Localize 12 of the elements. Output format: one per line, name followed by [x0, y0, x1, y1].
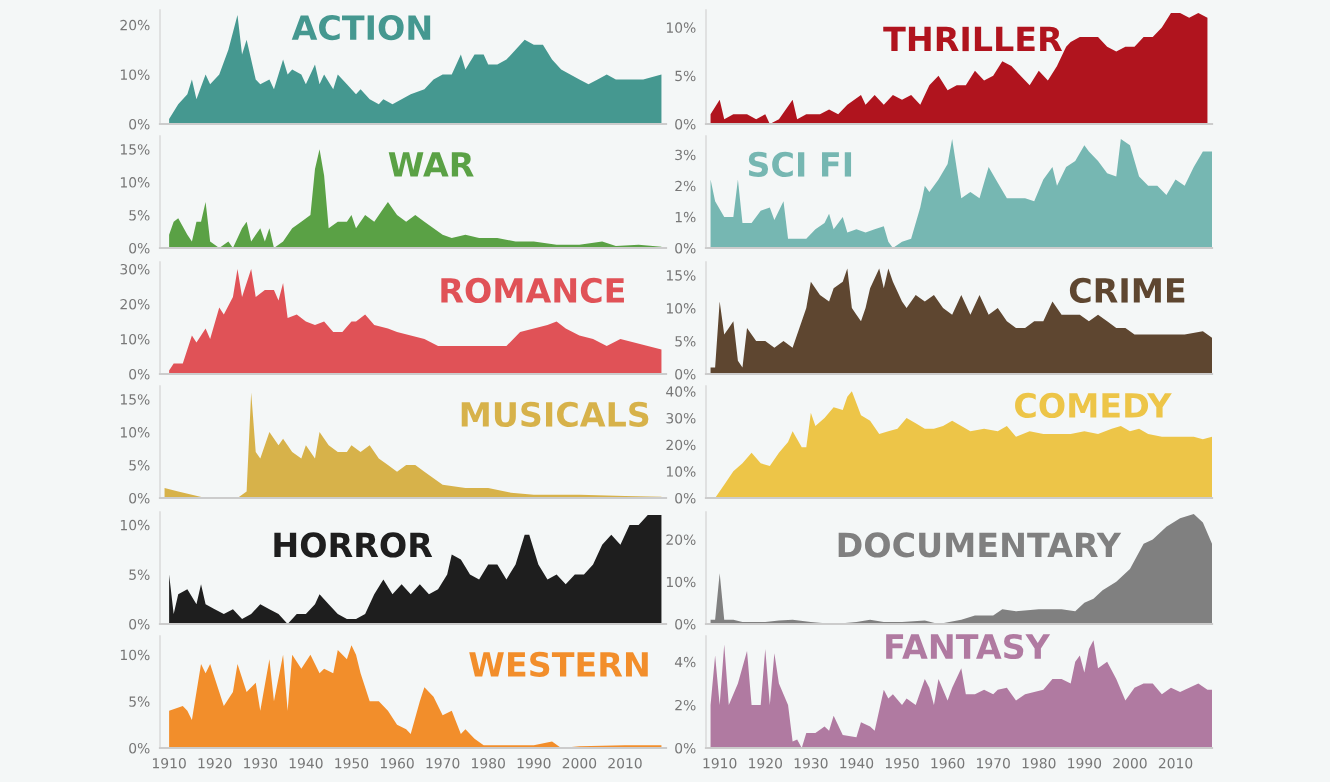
chart-title: DOCUMENTARY: [838, 532, 1122, 558]
chart-title: COMEDY: [1015, 392, 1172, 419]
chart-title: CRIME: [1069, 277, 1185, 304]
chart-title: ROMANCE: [441, 277, 624, 304]
chart-title: THRILLER: [883, 26, 1063, 52]
chart-title: FANTASY: [886, 633, 1051, 660]
chart-title: ACTION: [291, 14, 431, 41]
chart-title: MUSICALS: [461, 401, 649, 428]
chart-title: HORROR: [274, 532, 433, 558]
chart-title: WESTERN: [469, 651, 648, 678]
chart-title: WAR: [388, 152, 474, 177]
chart-title: SCI FI: [748, 151, 852, 178]
